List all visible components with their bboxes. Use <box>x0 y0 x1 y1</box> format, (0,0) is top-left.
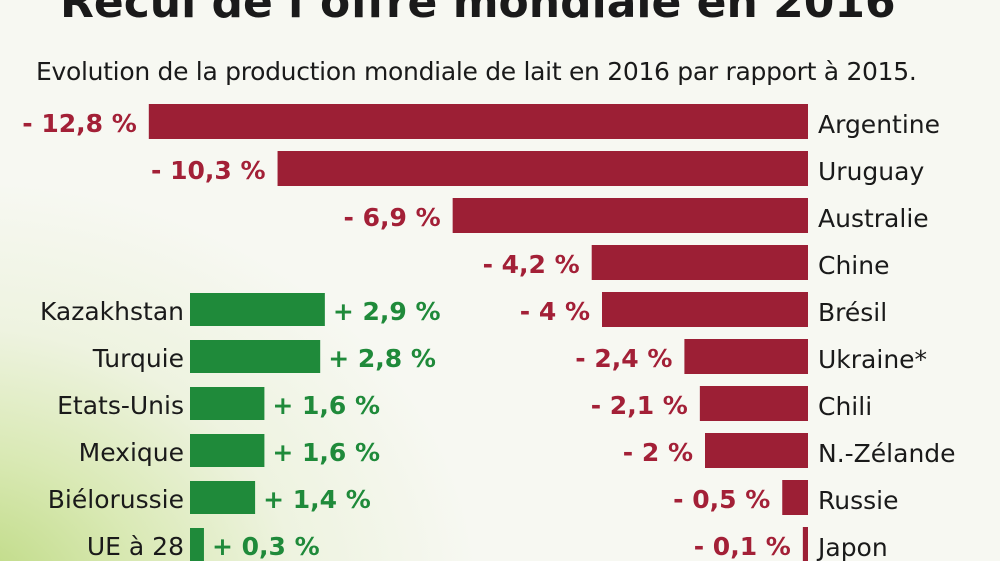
value-label-mexique: + 1,6 % <box>272 438 380 467</box>
value-label-russie: - 0,5 % <box>673 485 770 514</box>
category-label-etats-unis: Etats-Unis <box>57 391 184 420</box>
bar-argentine <box>148 104 809 139</box>
category-label-mexique: Mexique <box>79 438 184 467</box>
category-label-bresil: Brésil <box>818 298 887 327</box>
category-label-bielorussie: Biélorussie <box>48 485 184 514</box>
value-label-uruguay: - 10,3 % <box>151 156 266 185</box>
bar-australie <box>452 198 808 233</box>
value-label-chine: - 4,2 % <box>483 250 580 279</box>
category-label-ue-a-28: UE à 28 <box>87 532 184 561</box>
bar-n-zelande <box>705 433 808 468</box>
category-label-australie: Australie <box>818 204 929 233</box>
chart-subtitle: Evolution de la production mondiale de l… <box>36 57 917 86</box>
value-label-japon: - 0,1 % <box>694 532 791 561</box>
bar-mexique <box>190 434 265 467</box>
category-label-n-zelande: N.-Zélande <box>818 439 956 468</box>
value-label-etats-unis: + 1,6 % <box>272 391 380 420</box>
category-label-chine: Chine <box>818 251 889 280</box>
value-label-australie: - 6,9 % <box>344 203 441 232</box>
value-label-turquie: + 2,8 % <box>328 344 436 373</box>
category-label-kazakhstan: Kazakhstan <box>40 297 184 326</box>
value-label-bielorussie: + 1,4 % <box>263 485 371 514</box>
bar-turquie <box>190 340 321 373</box>
bar-bresil <box>602 292 808 327</box>
bar-uruguay <box>277 151 808 186</box>
value-label-argentine: - 12,8 % <box>22 109 137 138</box>
value-label-ue-a-28: + 0,3 % <box>212 532 320 561</box>
bar-bielorussie <box>190 481 256 514</box>
bar-chine <box>591 245 808 280</box>
category-label-chili: Chili <box>818 392 872 421</box>
growth-series: + 2,9 % Kazakhstan + 2,8 % Turquie + 1,6 % Et… <box>40 293 441 561</box>
bar-etats-unis <box>190 387 265 420</box>
category-label-argentine: Argentine <box>818 110 940 139</box>
chart-title: Recul de l’offre mondiale en 2016 <box>60 0 896 28</box>
value-label-bresil: - 4 % <box>520 297 590 326</box>
category-label-ukraine: Ukraine* <box>818 345 927 374</box>
bar-kazakhstan <box>190 293 325 326</box>
bar-ukraine <box>684 339 808 374</box>
bar-russie <box>782 480 808 515</box>
category-label-turquie: Turquie <box>92 344 184 373</box>
category-label-russie: Russie <box>818 486 898 515</box>
category-label-uruguay: Uruguay <box>818 157 924 186</box>
value-label-ukraine: - 2,4 % <box>575 344 672 373</box>
value-label-kazakhstan: + 2,9 % <box>333 297 441 326</box>
value-label-chili: - 2,1 % <box>591 391 688 420</box>
bar-ue-a-28 <box>190 528 204 561</box>
value-label-n-zelande: - 2 % <box>623 438 693 467</box>
bar-chili <box>699 386 808 421</box>
category-label-japon: Japon <box>816 533 888 561</box>
bar-japon <box>802 527 808 561</box>
decline-series: - 12,8 % Argentine - 10,3 % Uruguay - 6,9 % A… <box>22 104 956 561</box>
